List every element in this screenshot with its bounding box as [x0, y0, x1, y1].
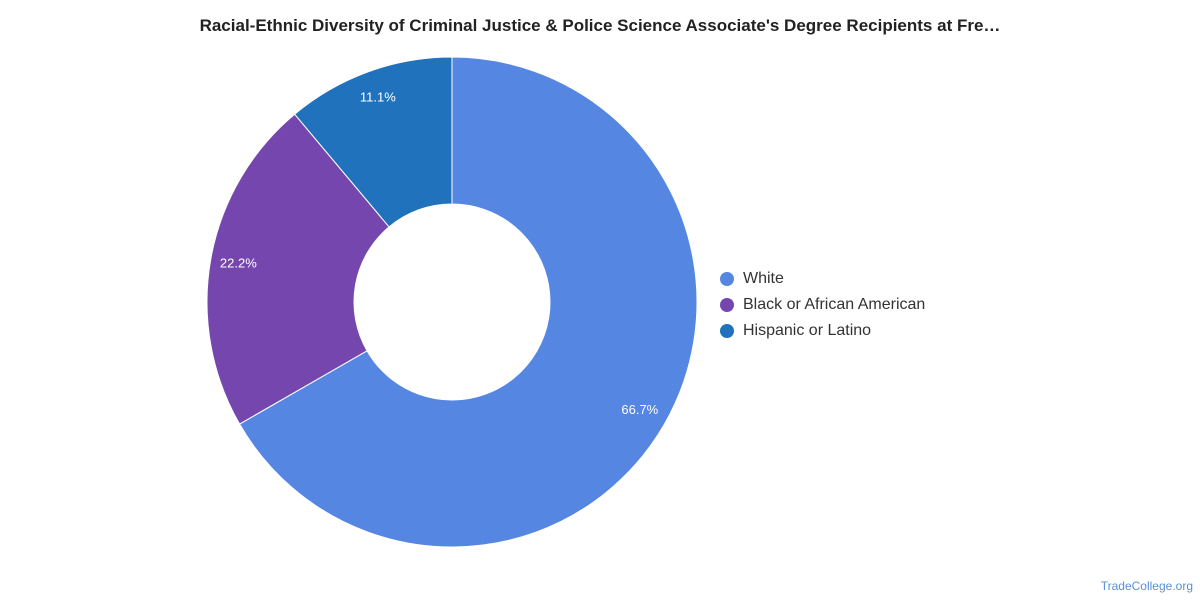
legend-item-white[interactable]: White	[720, 266, 925, 292]
donut-slice-white[interactable]	[238, 56, 698, 548]
slice-label: 66.7%	[621, 402, 658, 417]
legend-item-hispanic-or-latino[interactable]: Hispanic or Latino	[720, 318, 925, 344]
chart-legend: White Black or African American Hispanic o…	[720, 266, 925, 344]
donut-slice-hispanic-or-latino[interactable]	[293, 56, 453, 228]
legend-swatch	[720, 272, 734, 286]
legend-label: Hispanic or Latino	[743, 322, 872, 339]
slice-label: 11.1%	[360, 89, 396, 104]
legend-label: White	[743, 270, 784, 287]
chart-title: Racial-Ethnic Diversity of Criminal Just…	[199, 16, 1001, 35]
legend-label: Black or African American	[743, 296, 926, 313]
slice-label: 22.2%	[220, 255, 257, 270]
donut-slice-black-or-african-american[interactable]	[206, 113, 390, 425]
legend-item-black-or-african-american[interactable]: Black or African American	[720, 292, 925, 318]
legend-swatch	[720, 324, 734, 338]
legend-swatch	[720, 298, 734, 312]
source-watermark[interactable]: TradeCollege.org	[1100, 579, 1193, 593]
